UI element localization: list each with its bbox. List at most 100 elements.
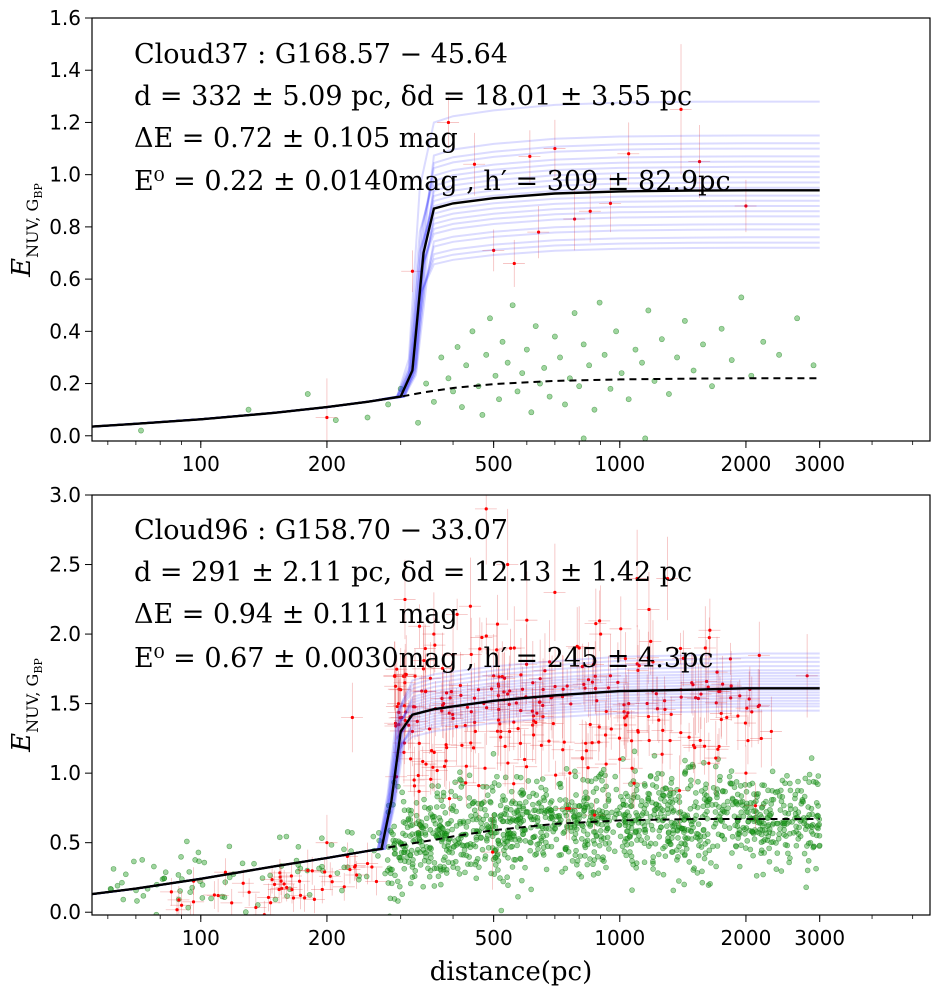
bottom-off-cloud-star: [540, 850, 546, 856]
bottom-off-cloud-star: [530, 801, 536, 808]
bottom-off-cloud-star: [724, 809, 730, 816]
bottom-off-cloud-star: [661, 792, 667, 799]
top-x-tick-label: 1000: [594, 452, 645, 476]
bottom-off-cloud-star: [540, 844, 547, 851]
bottom-off-cloud-star: [572, 852, 579, 859]
bottom-off-cloud-star: [578, 873, 585, 880]
bottom-on-cloud-star: [406, 705, 428, 737]
bottom-on-cloud-star-point: [703, 646, 707, 650]
bottom-off-cloud-star: [662, 853, 669, 859]
top-off-cloud-star: [499, 338, 506, 345]
bottom-off-cloud-star: [695, 852, 702, 859]
bottom-off-cloud-star: [759, 823, 766, 829]
bottom-on-cloud-star: [496, 508, 519, 621]
bottom-on-cloud-star-point: [626, 711, 630, 715]
bottom-on-cloud-star-point: [499, 729, 503, 734]
bottom-off-cloud-star: [508, 806, 514, 813]
bottom-off-cloud-star: [596, 842, 603, 849]
bottom-off-cloud-star: [647, 840, 654, 847]
bottom-on-cloud-star-point: [403, 710, 408, 714]
bottom-on-cloud-star: [597, 655, 620, 720]
bottom-on-cloud-star-point: [548, 660, 552, 664]
bottom-off-cloud-star: [699, 868, 705, 875]
bottom-off-cloud-star: [707, 881, 713, 887]
top-on-cloud-star-point: [588, 209, 592, 213]
bottom-off-cloud-star: [512, 836, 518, 843]
bottom-off-cloud-star: [632, 768, 638, 774]
bottom-on-cloud-star: [719, 642, 742, 675]
bottom-off-cloud-star: [749, 829, 756, 836]
bottom-on-cloud-star-point: [624, 723, 628, 727]
top-off-cloud-star: [479, 411, 486, 418]
bottom-off-cloud-star: [582, 844, 589, 851]
bottom-on-cloud-star-point: [469, 710, 473, 714]
bottom-off-cloud-star: [695, 778, 701, 785]
bottom-off-cloud-star: [785, 850, 791, 857]
bottom-off-cloud-star: [452, 858, 459, 865]
bottom-off-cloud-star: [682, 771, 688, 777]
top-on-cloud-star: [503, 239, 525, 287]
bottom-on-cloud-star: [795, 634, 818, 718]
bottom-on-cloud-star: [737, 671, 760, 727]
bottom-on-cloud-star: [513, 729, 536, 790]
bottom-off-cloud-star: [695, 831, 701, 838]
bottom-off-cloud-star: [596, 807, 602, 814]
bottom-off-cloud-star: [495, 858, 502, 864]
bottom-off-cloud-star: [187, 889, 193, 896]
bottom-on-cloud-star: [639, 607, 662, 675]
bottom-off-cloud-star: [185, 904, 192, 911]
bottom-on-cloud-star: [585, 660, 608, 742]
bottom-on-cloud-star: [694, 606, 716, 690]
bottom-on-cloud-star: [459, 718, 482, 768]
bottom-on-cloud-star-point: [500, 675, 504, 679]
bottom-on-cloud-star-point: [568, 771, 572, 775]
bottom-on-cloud-star: [707, 669, 730, 714]
bottom-off-cloud-star: [538, 804, 545, 811]
bottom-off-cloud-star: [501, 847, 507, 854]
bottom-off-cloud-star: [422, 832, 429, 838]
bottom-on-cloud-star-point: [247, 890, 251, 894]
top-axes-frame: [91, 17, 931, 442]
bottom-on-cloud-star: [744, 782, 767, 829]
bottom-on-cloud-star: [706, 733, 729, 765]
bottom-off-cloud-star: [804, 867, 811, 874]
bottom-off-cloud-star: [376, 837, 383, 844]
bottom-off-cloud-star: [582, 853, 588, 859]
bottom-on-cloud-star-point: [175, 908, 179, 912]
bottom-on-cloud-star: [669, 700, 692, 765]
bottom-off-cloud-star: [619, 843, 626, 850]
bottom-off-cloud-star: [630, 795, 637, 801]
bottom-off-cloud-star: [675, 835, 681, 841]
bottom-off-cloud-star: [738, 809, 745, 816]
bottom-on-cloud-star: [521, 688, 544, 762]
bottom-off-cloud-star: [417, 822, 423, 828]
bottom-on-cloud-star: [615, 674, 638, 758]
bottom-off-cloud-star: [810, 844, 817, 851]
bottom-on-cloud-star-point: [561, 748, 565, 752]
bottom-on-cloud-star-point: [342, 885, 346, 889]
bottom-on-cloud-star-point: [668, 738, 672, 743]
bottom-on-cloud-star-point: [524, 662, 529, 666]
bottom-off-cloud-star: [446, 820, 452, 827]
bottom-off-cloud-star: [683, 845, 690, 852]
bottom-off-cloud-star: [758, 847, 765, 854]
bottom-off-cloud-star: [432, 821, 439, 827]
bottom-off-cloud-star: [622, 822, 629, 829]
bottom-off-cloud-star: [751, 791, 757, 797]
bottom-off-cloud-star: [573, 847, 579, 854]
bottom-on-cloud-star-point: [393, 721, 398, 725]
bottom-on-cloud-star: [558, 745, 581, 801]
bottom-off-cloud-star: [267, 872, 273, 879]
bottom-off-cloud-star: [688, 828, 695, 835]
top-off-cloud-star: [607, 385, 614, 392]
bottom-off-cloud-star: [814, 824, 821, 831]
bottom-on-cloud-star-point: [407, 723, 411, 727]
bottom-on-cloud-star-point: [575, 644, 579, 648]
top-x-tick-label: 100: [182, 452, 220, 476]
bottom-on-cloud-star-point: [395, 704, 399, 709]
bottom-on-cloud-star-point: [401, 674, 406, 678]
bottom-on-cloud-star: [608, 702, 631, 774]
bottom-off-cloud-star: [504, 874, 510, 880]
top-y-tick-label: 0.0: [49, 424, 81, 448]
bottom-off-cloud-star: [387, 895, 394, 902]
